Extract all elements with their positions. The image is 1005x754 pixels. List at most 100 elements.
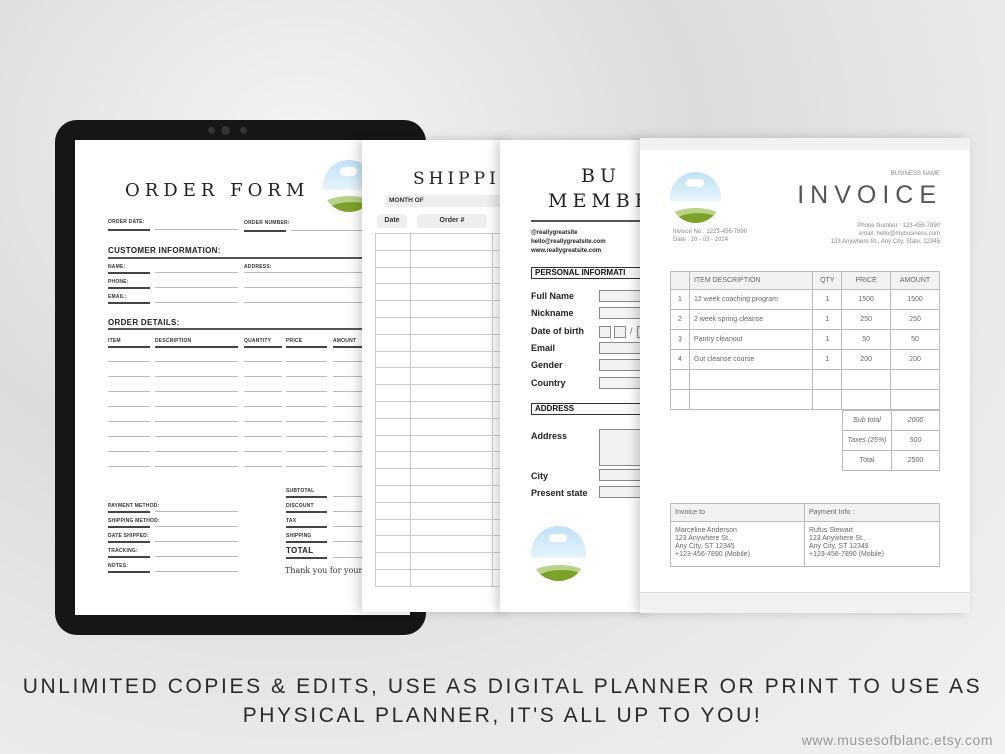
- log-row-line[interactable]: [375, 233, 510, 234]
- log-row-line[interactable]: [375, 266, 510, 268]
- log-row-line[interactable]: [375, 367, 510, 369]
- order-row-line[interactable]: [244, 406, 282, 407]
- order-row-line[interactable]: [244, 376, 282, 377]
- order-row-line[interactable]: [108, 436, 150, 437]
- order-row-line[interactable]: [286, 346, 327, 348]
- order-row-line[interactable]: [244, 466, 282, 467]
- input-line[interactable]: [155, 511, 238, 512]
- order-row-line[interactable]: [333, 466, 362, 467]
- order-row-line[interactable]: [286, 451, 327, 452]
- log-row-line[interactable]: [375, 249, 510, 251]
- order-row-line[interactable]: [108, 406, 150, 407]
- field-input[interactable]: [599, 359, 640, 372]
- order-row-line[interactable]: [333, 421, 362, 422]
- order-row-line[interactable]: [108, 466, 150, 467]
- order-row-line[interactable]: [244, 421, 282, 422]
- order-row-line[interactable]: [155, 376, 238, 377]
- order-row-line[interactable]: [286, 436, 327, 437]
- present-state-input[interactable]: [599, 486, 640, 498]
- field-input[interactable]: [599, 376, 640, 389]
- city-input[interactable]: [599, 469, 640, 481]
- log-row-line[interactable]: [375, 451, 510, 453]
- order-row-line[interactable]: [333, 436, 362, 437]
- field-input[interactable]: [599, 341, 640, 354]
- order-row-line[interactable]: [244, 451, 282, 452]
- phone-label: PHONE:: [108, 279, 129, 285]
- order-row-line[interactable]: [333, 406, 362, 407]
- order-row-line[interactable]: [286, 466, 327, 467]
- input-line[interactable]: [333, 557, 362, 558]
- order-row-line[interactable]: [108, 346, 150, 348]
- log-row-line[interactable]: [375, 585, 510, 587]
- input-line[interactable]: [244, 272, 362, 273]
- log-row-line[interactable]: [375, 552, 510, 554]
- log-row-line[interactable]: [375, 300, 510, 302]
- order-row-line[interactable]: [333, 361, 362, 362]
- invoice-cell: 1: [812, 349, 843, 370]
- order-row-line[interactable]: [286, 361, 327, 362]
- order-row-line[interactable]: [286, 406, 327, 407]
- input-line[interactable]: [333, 541, 362, 542]
- dob-year-input[interactable]: [637, 325, 640, 338]
- order-row-line[interactable]: [333, 451, 362, 452]
- dob-day-input[interactable]: [599, 325, 611, 338]
- order-row-line[interactable]: [155, 361, 238, 362]
- order-row-line[interactable]: [286, 376, 327, 377]
- order-row-line[interactable]: [155, 421, 238, 422]
- input-line[interactable]: [155, 526, 238, 527]
- log-row-line[interactable]: [375, 518, 510, 520]
- order-row-line[interactable]: [244, 391, 282, 392]
- log-row-line[interactable]: [375, 350, 510, 352]
- log-row-line[interactable]: [375, 384, 510, 386]
- order-row-line[interactable]: [108, 361, 150, 362]
- order-row-line[interactable]: [155, 406, 238, 407]
- invoice-cell: 2 week spring cleanse: [688, 309, 814, 330]
- log-row-line[interactable]: [375, 468, 510, 470]
- order-row-line[interactable]: [333, 376, 362, 377]
- input-line[interactable]: [155, 541, 238, 542]
- input-line[interactable]: [155, 287, 238, 288]
- input-line[interactable]: [155, 272, 238, 273]
- input-line[interactable]: [244, 287, 362, 288]
- order-row-line[interactable]: [108, 376, 150, 377]
- log-row-line[interactable]: [375, 485, 510, 486]
- order-row-line[interactable]: [108, 391, 150, 392]
- order-row-line[interactable]: [286, 391, 327, 392]
- order-row-line[interactable]: [244, 361, 282, 362]
- order-row-line[interactable]: [333, 391, 362, 392]
- text-line: +123-456-7890 (Mobile): [809, 551, 884, 558]
- input-line[interactable]: [155, 556, 238, 557]
- field-input[interactable]: [599, 307, 640, 320]
- log-row-line[interactable]: [375, 401, 510, 402]
- order-row-line[interactable]: [333, 346, 362, 348]
- order-row-line[interactable]: [155, 466, 238, 467]
- order-row-line[interactable]: [244, 436, 282, 437]
- log-row-line[interactable]: [375, 434, 510, 436]
- address-input[interactable]: [599, 429, 640, 466]
- log-row-line[interactable]: [375, 501, 510, 503]
- log-row-line[interactable]: [375, 333, 510, 335]
- input-line[interactable]: [244, 302, 362, 303]
- field-input[interactable]: [599, 290, 640, 302]
- order-row-line[interactable]: [155, 346, 238, 348]
- input-line[interactable]: [155, 302, 238, 303]
- order-row-line[interactable]: [108, 421, 150, 422]
- order-row-line[interactable]: [286, 421, 327, 422]
- business-name: BUSINESS NAME: [890, 171, 940, 177]
- order-row-line[interactable]: [155, 391, 238, 392]
- log-row-line[interactable]: [375, 417, 510, 419]
- input-line[interactable]: [155, 571, 238, 572]
- log-row-line[interactable]: [375, 535, 510, 537]
- order-row-line[interactable]: [155, 451, 238, 452]
- month-of-field[interactable]: MONTH OF: [385, 195, 510, 207]
- log-row-line[interactable]: [375, 569, 510, 570]
- order-row-line[interactable]: [244, 346, 282, 348]
- order-row-line[interactable]: [108, 451, 150, 452]
- dob-month-input[interactable]: [614, 325, 626, 338]
- log-row-line[interactable]: [375, 317, 510, 318]
- input-line[interactable]: [333, 496, 362, 497]
- input-line[interactable]: [333, 526, 362, 527]
- input-line[interactable]: [333, 511, 362, 512]
- log-row-line[interactable]: [375, 283, 510, 285]
- order-row-line[interactable]: [155, 436, 238, 437]
